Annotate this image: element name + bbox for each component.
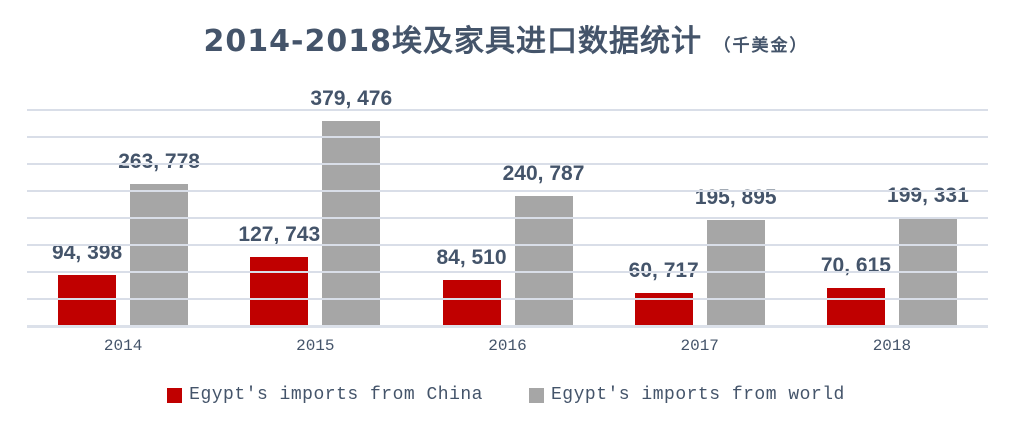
- value-label-world-2014: 263, 778: [118, 149, 200, 173]
- x-axis-label-2016: 2016: [488, 337, 527, 355]
- x-axis-label-2018: 2018: [872, 337, 912, 355]
- bar-china-2016: 84, 510: [436, 246, 507, 326]
- bar-china-2015: 127, 743: [238, 223, 320, 326]
- x-axis-label-2017: 2017: [680, 337, 719, 355]
- value-label-china-2018: 70, 615: [820, 253, 891, 277]
- gridline: [27, 109, 988, 111]
- value-label-world-2018: 199, 331: [887, 184, 969, 208]
- x-axis-label-2015: 2015: [296, 337, 335, 355]
- legend-item-china: Egypt's imports from China: [167, 385, 483, 405]
- gridline: [27, 244, 988, 246]
- value-label-china-2017: 60, 717: [628, 259, 699, 283]
- chart-title-unit: （千美金）: [713, 36, 809, 56]
- legend-label-world: Egypt's imports from world: [551, 385, 845, 405]
- gridline: [27, 190, 988, 192]
- x-axis-labels: 2014 2015 2016 2017 2018: [27, 337, 988, 355]
- value-label-china-2016: 84, 510: [436, 246, 507, 270]
- bar-world-2017: 195, 895: [695, 186, 777, 326]
- gridline: [27, 163, 988, 165]
- gridline: [27, 217, 988, 219]
- legend-item-world: Egypt's imports from world: [529, 385, 845, 405]
- bar-group-2015: 127, 743 379, 476: [219, 87, 411, 326]
- bar-china-2014: 94, 398: [52, 241, 122, 326]
- bar-world-2014: 263, 778: [118, 150, 200, 326]
- chart-title: 2014-2018埃及家具进口数据统计 （千美金）: [0, 24, 1012, 64]
- x-axis-label-2014: 2014: [103, 337, 143, 355]
- value-label-world-2015: 379, 476: [310, 87, 393, 111]
- value-label-china-2015: 127, 743: [238, 223, 321, 247]
- chart-title-text: 2014-2018埃及家具进口数据统计: [203, 24, 702, 59]
- legend-swatch-china: [167, 387, 183, 403]
- value-label-world-2016: 240, 787: [502, 161, 585, 185]
- x-axis-line: [27, 325, 988, 328]
- value-label-china-2014: 94, 398: [52, 241, 123, 265]
- bar-group-2014: 94, 398 263, 778: [27, 110, 219, 326]
- gridline: [27, 136, 988, 138]
- plot-area: 94, 398 263, 778 127, 743 379, 476 84, 510 24…: [27, 87, 988, 328]
- legend: Egypt's imports from China Egypt's import…: [0, 385, 1012, 405]
- gridline: [27, 298, 988, 300]
- bar-world-2015: 379, 476: [310, 87, 392, 326]
- bar-china-2018: 70, 615: [821, 254, 891, 326]
- bar-world-2016: 240, 787: [503, 162, 584, 326]
- legend-label-china: Egypt's imports from China: [189, 385, 483, 405]
- gridline: [27, 271, 988, 273]
- legend-swatch-world: [529, 387, 544, 403]
